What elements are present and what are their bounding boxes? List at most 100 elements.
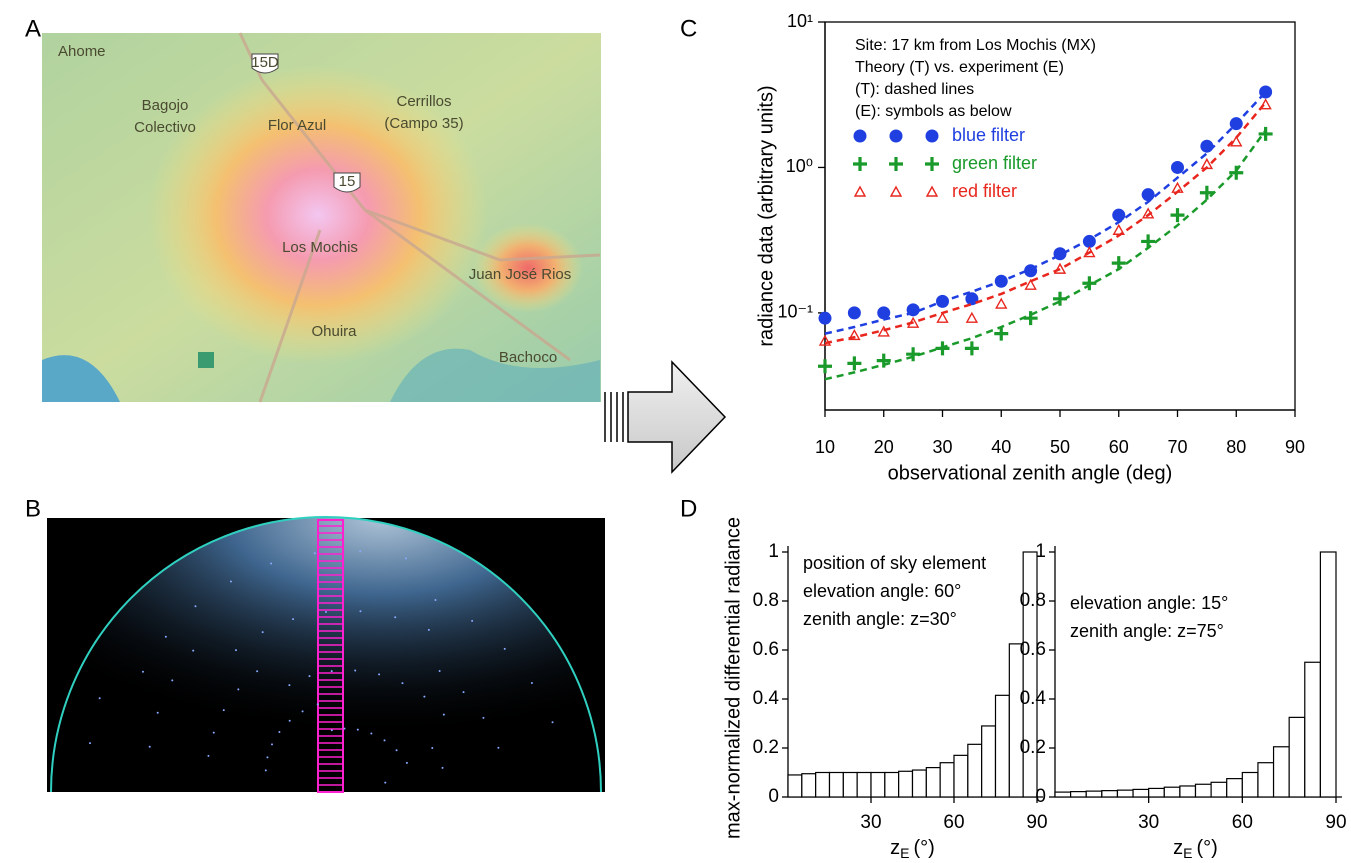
star — [316, 703, 319, 706]
star — [288, 684, 291, 687]
shield-label: 15D — [251, 54, 279, 71]
point — [936, 311, 949, 323]
point — [877, 306, 891, 320]
place-label: Bachoco — [499, 349, 557, 366]
bar — [1085, 790, 1103, 798]
star — [343, 727, 346, 730]
place-label: Ahome — [58, 43, 106, 60]
bar — [1319, 551, 1337, 798]
star — [234, 649, 237, 652]
star — [330, 670, 333, 673]
bar — [1116, 789, 1134, 798]
legend-swatch — [853, 129, 867, 143]
bar — [884, 771, 900, 798]
bar — [787, 774, 803, 798]
x-axis-label-part: (°) — [1197, 837, 1218, 859]
point — [1141, 188, 1155, 202]
roads — [238, 32, 601, 403]
y-tick-label: 0.8 — [753, 590, 779, 611]
annotation: zenith angle: z=30° — [803, 609, 957, 629]
bar — [1070, 791, 1087, 798]
panel-label: B — [25, 495, 41, 522]
light-dome — [473, 223, 583, 313]
bar — [1163, 786, 1181, 798]
star — [89, 742, 92, 745]
x-tick-label: 70 — [1167, 437, 1187, 457]
panel-label: C — [680, 15, 697, 42]
theory-line — [824, 101, 1267, 345]
annotation: Site: 17 km from Los Mochis (MX) — [855, 37, 1096, 54]
star — [207, 754, 210, 757]
point — [1229, 165, 1244, 180]
horizon-circle — [50, 516, 602, 793]
place-label: Cerrillos — [396, 93, 451, 110]
star — [148, 745, 151, 748]
bar — [801, 773, 817, 798]
star — [313, 552, 316, 555]
x-tick-label: 80 — [1226, 437, 1246, 457]
star — [229, 580, 232, 583]
legend-label: green filter — [952, 153, 1037, 173]
place-label: Flor Azul — [268, 117, 326, 134]
x-tick-label: 50 — [1050, 437, 1070, 457]
legend-swatch — [889, 129, 903, 143]
star — [141, 670, 144, 673]
x-tick-label: 30 — [860, 812, 881, 833]
star — [434, 599, 437, 602]
bar — [994, 694, 1010, 798]
place-label: Los Mochis — [282, 239, 358, 256]
bar — [1054, 791, 1072, 798]
star — [278, 730, 281, 733]
point — [847, 356, 862, 371]
star — [301, 710, 304, 713]
arrow — [604, 360, 727, 474]
bar — [981, 725, 997, 798]
legend-swatch — [925, 157, 939, 171]
bar — [1226, 778, 1243, 798]
bar — [828, 771, 844, 798]
point — [848, 328, 861, 341]
y-tick-label: 0.2 — [753, 737, 779, 758]
star — [442, 713, 445, 716]
star — [503, 647, 506, 650]
x-tick-label: 90 — [1026, 812, 1047, 833]
y-axis-label: max-normalized differential radiance — [722, 517, 744, 839]
x-axis-label-part: (°) — [914, 837, 935, 859]
point — [1199, 185, 1214, 200]
theory-line — [824, 91, 1267, 335]
bar — [939, 762, 955, 798]
point — [1230, 135, 1243, 147]
x-tick-label: 90 — [1285, 437, 1305, 457]
point — [847, 306, 861, 320]
panel-label: D — [680, 495, 697, 522]
x-tick-label: 30 — [932, 437, 952, 457]
x-tick-label: 90 — [1325, 812, 1346, 833]
panel-label: A — [25, 15, 41, 42]
bar — [1132, 788, 1150, 798]
road-shield: 15 — [333, 172, 361, 193]
star — [192, 649, 195, 652]
star — [325, 611, 327, 613]
star — [395, 749, 398, 752]
point — [1112, 208, 1126, 222]
star — [330, 729, 333, 732]
place-label: (Campo 35) — [384, 115, 463, 132]
point — [1170, 208, 1185, 223]
annotation: (E): symbols as below — [855, 103, 1012, 120]
x-axis-label-part: z — [890, 837, 900, 859]
x-axis-label-part: z — [1173, 837, 1183, 859]
star — [212, 731, 215, 734]
star — [264, 769, 267, 772]
bar — [1210, 781, 1228, 798]
y-tick-label: 0.6 — [753, 639, 779, 660]
annotation: zenith angle: z=75° — [1070, 621, 1224, 641]
bar — [1148, 787, 1165, 798]
star — [171, 679, 174, 682]
y-tick-label: 1 — [1035, 541, 1046, 562]
y-tick-label: 0.8 — [1020, 590, 1046, 611]
star — [222, 709, 225, 712]
bar — [1008, 643, 1024, 798]
legend-swatch — [925, 129, 939, 143]
star — [261, 631, 264, 634]
